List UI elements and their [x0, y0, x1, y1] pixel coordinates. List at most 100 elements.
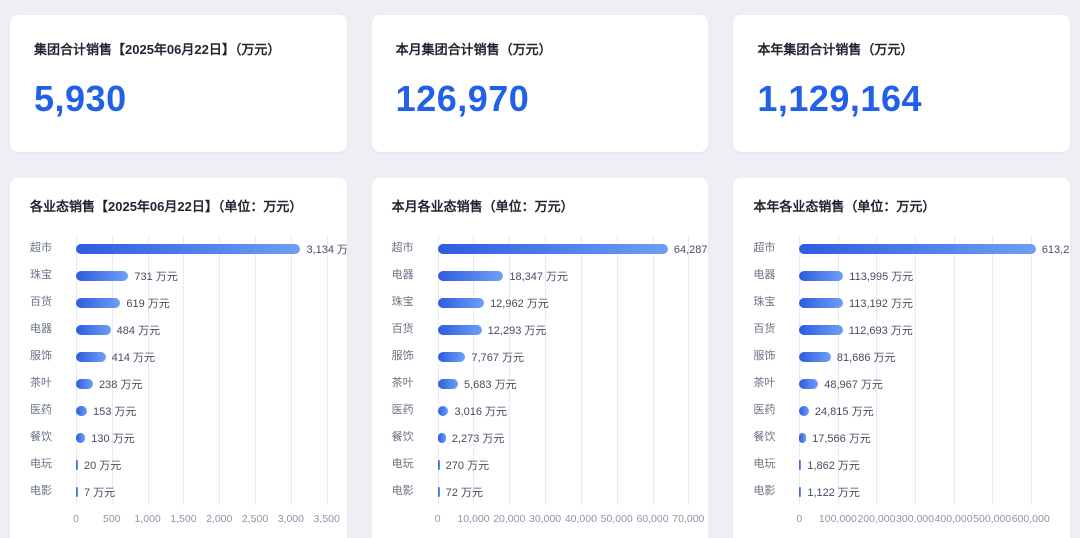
x-tick-label: 70,000 — [672, 513, 705, 525]
category-label: 服饰 — [30, 350, 52, 362]
bar-value-label: 64,287 万元 — [673, 243, 708, 256]
bar[interactable] — [76, 297, 121, 308]
category-label: 电器 — [30, 323, 52, 335]
bar-row: 12,962 万元 — [437, 289, 689, 316]
bar[interactable] — [437, 459, 440, 470]
bar[interactable] — [76, 270, 129, 281]
category-label: 电玩 — [391, 458, 414, 470]
bar[interactable] — [799, 378, 819, 389]
bar[interactable] — [437, 486, 440, 497]
gridline — [652, 235, 654, 505]
bar-value-label: 7 万元 — [84, 486, 116, 499]
bar[interactable] — [437, 351, 466, 362]
bar-row: 48,967 万元 — [799, 370, 1050, 397]
bar-value-label: 81,686 万元 — [836, 351, 896, 364]
category-label: 医药 — [30, 404, 52, 416]
bar[interactable] — [76, 432, 86, 443]
gridline — [545, 235, 547, 505]
category-label: 茶叶 — [30, 377, 52, 389]
category-labels: 超市 珠宝 百货 电器 服饰 茶叶 医药 餐饮 电玩 电影 — [30, 235, 64, 505]
bar[interactable] — [437, 324, 482, 335]
bar-row: 81,686 万元 — [799, 343, 1050, 370]
category-label: 电影 — [753, 485, 776, 497]
x-tick-label: 40,000 — [564, 513, 597, 525]
bar[interactable] — [799, 243, 1036, 254]
x-tick-label: 2,500 — [241, 513, 269, 525]
bar[interactable] — [437, 432, 446, 443]
x-tick-label: 600,000 — [1011, 513, 1050, 525]
bar[interactable] — [76, 351, 106, 362]
x-axis: 0 100,000 200,000 300,000 400,000 500,000 600,… — [796, 513, 1050, 527]
category-label: 珠宝 — [753, 296, 776, 308]
bar-value-label: 72 万元 — [445, 486, 483, 499]
bar[interactable] — [76, 324, 111, 335]
bar[interactable] — [437, 378, 458, 389]
category-label: 茶叶 — [391, 377, 414, 389]
gridlines — [76, 235, 328, 505]
kpi-value: 126,970 — [395, 78, 530, 119]
bar-row: 12,293 万元 — [437, 316, 689, 343]
category-label: 超市 — [391, 242, 414, 254]
bar[interactable] — [76, 405, 87, 416]
bar[interactable] — [799, 459, 802, 470]
bar[interactable] — [799, 351, 831, 362]
bar-row: 1,122 万元 — [799, 478, 1050, 505]
kpi-value: 5,930 — [34, 78, 127, 119]
bar[interactable] — [799, 486, 802, 497]
bar[interactable] — [76, 378, 94, 389]
bar-value-label: 731 万元 — [134, 270, 178, 283]
category-label: 服饰 — [753, 350, 776, 362]
bar[interactable] — [437, 270, 504, 281]
bar[interactable] — [76, 459, 78, 470]
gridline — [326, 235, 328, 505]
chart-card-month-by-category: 本月各业态销售（单位：万元） 超市 电器 珠宝 百货 服饰 茶叶 医药 餐饮 电玩 电影 64,2… — [371, 178, 709, 538]
bar-value-label: 18,347 万元 — [509, 270, 569, 283]
category-label: 餐饮 — [753, 431, 776, 443]
bar[interactable] — [76, 486, 78, 497]
bar-row: 484 万元 — [76, 316, 327, 343]
bar[interactable] — [76, 243, 301, 254]
bars: 3,134 万元 731 万元 619 万元 484 万元 414 万元 238 万元 15… — [76, 235, 347, 505]
category-label: 餐饮 — [30, 431, 52, 443]
category-label: 茶叶 — [753, 377, 776, 389]
gridline — [111, 235, 113, 505]
x-axis-row: 0 10,000 20,000 30,000 40,000 50,000 60,000 70,… — [392, 513, 705, 527]
bar-row: 64,287 万元 — [437, 235, 708, 262]
bar[interactable] — [799, 270, 844, 281]
bar[interactable] — [437, 243, 668, 254]
x-tick-label: 500,000 — [973, 513, 1012, 525]
kpi-card-daily-total: 集团合计销售【2025年06月22日】（万元） 5,930 — [10, 15, 347, 152]
bar-plot: 64,287 万元 18,347 万元 12,962 万元 12,293 万元 7,76… — [437, 235, 708, 505]
bar-row: 72 万元 — [437, 478, 689, 505]
category-label: 百货 — [391, 323, 414, 335]
gridline — [473, 235, 475, 505]
x-tick-label: 0 — [73, 513, 79, 525]
bar[interactable] — [437, 297, 485, 308]
chart-card-year-by-category: 本年各业态销售（单位：万元） 超市 电器 珠宝 百货 服饰 茶叶 医药 餐饮 电玩 电影 613,… — [733, 178, 1070, 538]
x-tick-label: 0 — [796, 513, 803, 525]
kpi-title: 集团合计销售【2025年06月22日】（万元） — [34, 42, 281, 57]
bar[interactable] — [799, 297, 843, 308]
bar-value-label: 613,266 万元 — [1041, 243, 1070, 256]
gridline — [580, 235, 582, 505]
bar[interactable] — [799, 324, 843, 335]
bar-row: 18,347 万元 — [437, 262, 689, 289]
category-label: 超市 — [753, 242, 776, 254]
bar[interactable] — [437, 405, 449, 416]
bar[interactable] — [799, 405, 809, 416]
gridline — [255, 235, 257, 505]
category-label: 餐饮 — [391, 431, 414, 443]
x-tick-label: 200,000 — [857, 513, 896, 525]
bar-row: 2,273 万元 — [437, 424, 689, 451]
x-tick-label: 500 — [103, 513, 121, 525]
gridline — [437, 235, 439, 505]
gridline — [183, 235, 185, 505]
category-label: 珠宝 — [30, 269, 52, 281]
bar[interactable] — [799, 432, 807, 443]
category-label: 医药 — [391, 404, 414, 416]
x-tick-label: 1,000 — [134, 513, 161, 525]
bar-row: 238 万元 — [76, 370, 327, 397]
